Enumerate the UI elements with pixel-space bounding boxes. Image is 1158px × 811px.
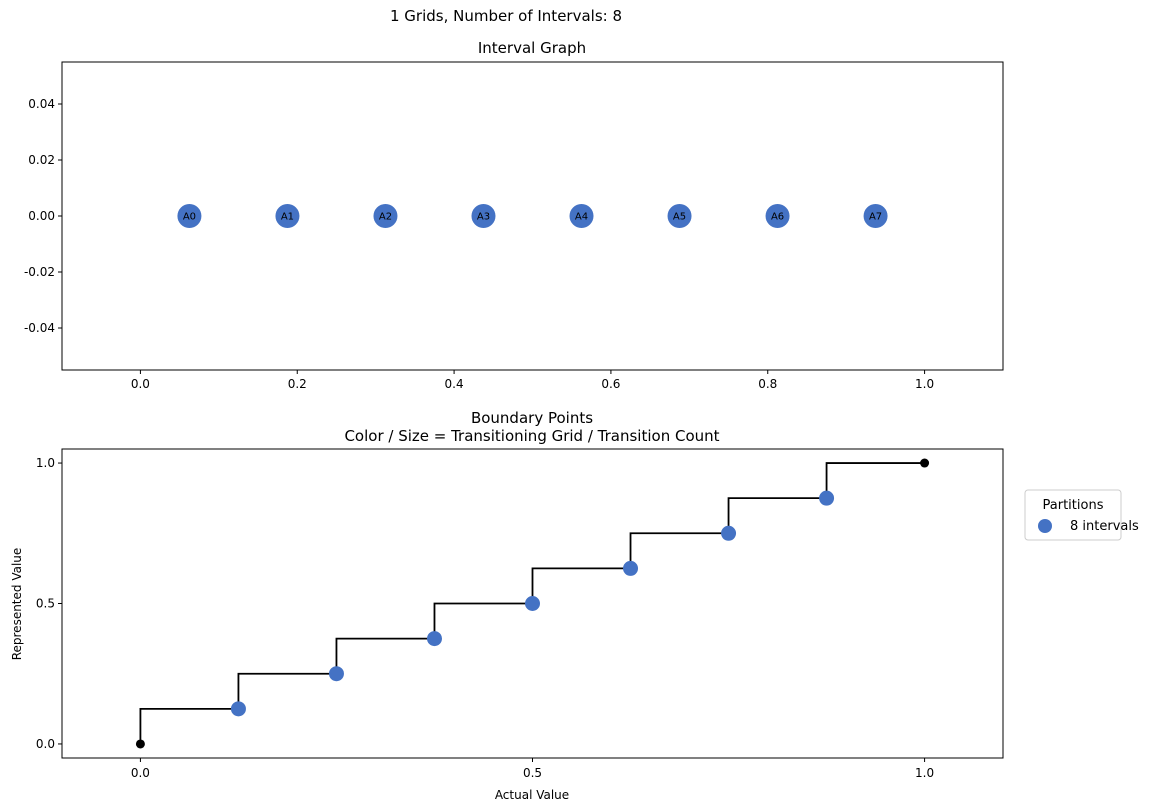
y-tick-label: 0.5	[36, 597, 55, 611]
x-tick-label: 0.5	[523, 766, 542, 780]
interval-node-a7: A7	[863, 204, 888, 228]
legend-title: Partitions	[1043, 498, 1104, 513]
interval-node-a2: A2	[373, 204, 398, 228]
interval-node-circle	[569, 204, 594, 228]
boundary-point	[623, 560, 639, 576]
interval-graph-y-ticks: 0.04 0.02 0.00 -0.02 -0.04	[24, 97, 62, 335]
boundary-point-markers	[230, 490, 835, 717]
boundary-point	[426, 631, 442, 647]
interval-node-circle	[863, 204, 888, 228]
y-tick-label: 0.04	[28, 97, 55, 111]
interval-node-circle	[471, 204, 496, 228]
y-tick-label: 0.02	[28, 153, 55, 167]
x-tick-label: 1.0	[915, 377, 934, 391]
boundary-point	[525, 596, 540, 611]
boundary-points-title: Boundary Points	[471, 409, 593, 427]
y-axis-label: Represented Value	[10, 548, 24, 661]
boundary-points-y-ticks: 1.0 0.5 0.0	[36, 456, 62, 751]
boundary-point	[328, 666, 344, 682]
y-tick-label: 0.00	[28, 209, 55, 223]
interval-node-a3: A3	[471, 204, 496, 228]
interval-node-a4: A4	[569, 204, 594, 228]
interval-node-a6: A6	[765, 204, 790, 228]
y-tick-label: -0.02	[24, 265, 55, 279]
interval-node-a0: A0	[177, 204, 202, 228]
endpoint-marker	[135, 739, 145, 749]
interval-node-label: A1	[281, 212, 294, 223]
x-tick-label: 0.8	[758, 377, 777, 391]
legend-entry-label: 8 intervals	[1070, 519, 1139, 534]
boundary-point	[819, 490, 835, 506]
interval-node-a1: A1	[275, 204, 300, 228]
interval-node-label: A4	[575, 212, 588, 223]
interval-node-a5: A5	[667, 204, 692, 228]
interval-node-label: A7	[869, 212, 882, 223]
interval-node-label: A3	[477, 212, 490, 223]
boundary-point	[230, 701, 246, 717]
y-tick-label: 0.0	[36, 737, 55, 751]
boundary-points-panel: Boundary Points Color / Size = Transitio…	[10, 409, 1139, 802]
x-axis-label: Actual Value	[495, 788, 569, 802]
y-tick-label: 1.0	[36, 456, 55, 470]
interval-node-label: A0	[183, 212, 196, 223]
x-tick-label: 0.6	[601, 377, 620, 391]
x-tick-label: 0.0	[131, 377, 150, 391]
interval-node-label: A2	[379, 212, 392, 223]
interval-node-label: A6	[771, 212, 784, 223]
interval-node-circle	[765, 204, 790, 228]
interval-graph-axes-frame	[61, 61, 1004, 371]
y-tick-label: -0.04	[24, 321, 55, 335]
boundary-point	[721, 525, 737, 541]
x-tick-label: 1.0	[915, 766, 934, 780]
interval-node-circle	[373, 204, 398, 228]
interval-graph-nodes: A0 A1 A2 A3 A4 A5 A6 A7	[177, 204, 888, 228]
endpoint-markers	[135, 458, 930, 749]
boundary-points-subtitle: Color / Size = Transitioning Grid / Tran…	[344, 427, 719, 445]
interval-graph-title: Interval Graph	[478, 39, 586, 57]
figure-title: 1 Grids, Number of Intervals: 8	[389, 7, 623, 25]
interval-graph-panel: Interval Graph 0.0 0.2 0.4 0.6 0.8 1.0 0.040.…	[24, 39, 1004, 391]
endpoint-marker	[920, 458, 930, 468]
interval-graph-x-ticks: 0.0 0.2 0.4 0.6 0.8 1.0	[131, 370, 934, 391]
legend: Partitions 8 intervals	[1024, 489, 1139, 541]
x-tick-label: 0.2	[288, 377, 307, 391]
interval-node-circle	[667, 204, 692, 228]
boundary-points-x-ticks: 0.0 0.5 1.0	[131, 758, 934, 780]
interval-node-circle	[275, 204, 300, 228]
interval-node-label: A5	[673, 212, 686, 223]
legend-marker	[1038, 519, 1052, 533]
interval-node-circle	[177, 204, 202, 228]
x-tick-label: 0.0	[131, 766, 150, 780]
x-tick-label: 0.4	[445, 377, 464, 391]
